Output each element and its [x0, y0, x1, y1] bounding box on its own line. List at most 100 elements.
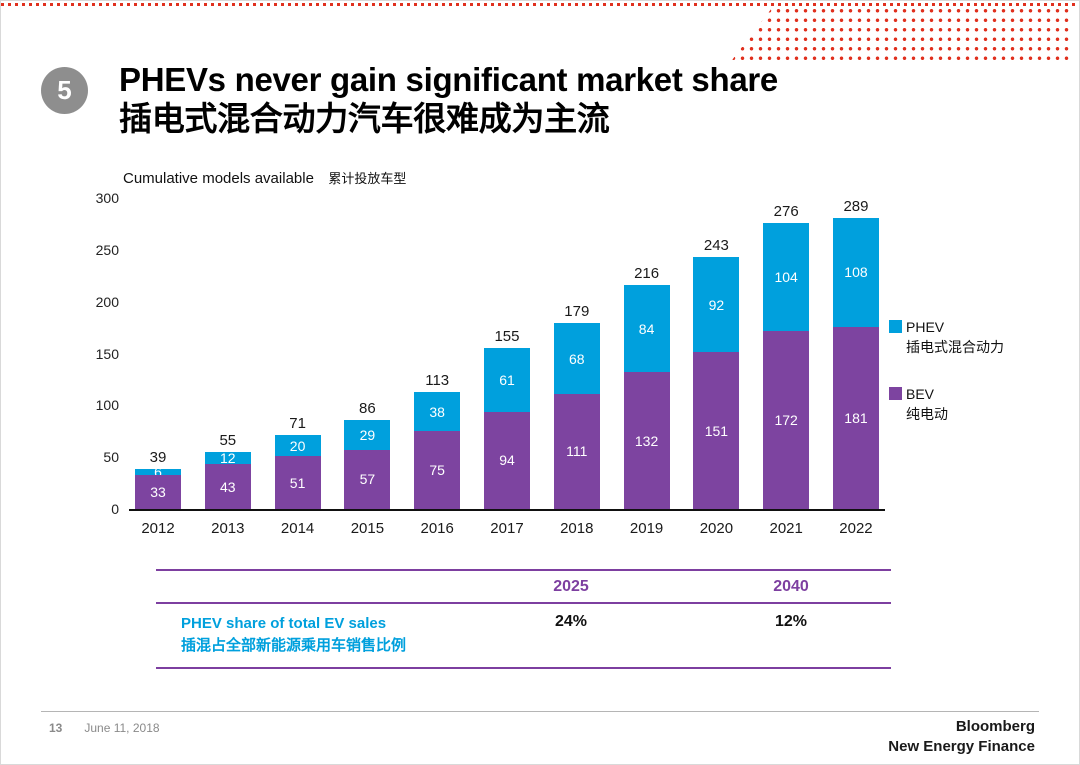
bar-segment-bev: 51 — [274, 456, 321, 509]
bar-segment-bev: 181 — [832, 326, 879, 509]
bar-total-label: 289 — [843, 198, 869, 215]
x-axis-label: 2018 — [560, 520, 594, 537]
table-row: PHEV share of total EV sales 插混占全部新能源乘用车… — [156, 604, 891, 669]
bar-segment-phev: 6 — [135, 464, 181, 479]
bar-segment-bev: 94 — [483, 411, 530, 509]
legend-item-phev: PHEV 插电式混合动力 — [889, 317, 1004, 358]
legend-label: PHEV — [906, 319, 945, 335]
bar-segment-bev: 132 — [623, 372, 670, 509]
legend-label: BEV — [906, 385, 935, 402]
bar-2012: 39 6 33 2012 — [135, 198, 181, 537]
bar-total-label: 113 — [425, 371, 450, 389]
phev-share-table: 2025 2040 PHEV share of total EV sales 插… — [156, 569, 891, 669]
bar-2013: 55 12 43 2013 — [204, 198, 251, 537]
legend-item-bev: BEV 纯电动 — [889, 384, 1004, 425]
x-axis-label: 2022 — [839, 520, 873, 537]
x-axis-label: 2017 — [490, 520, 524, 537]
slide-number-badge: 5 — [41, 67, 88, 114]
y-axis-label: 100 — [95, 397, 119, 414]
legend-swatch-phev — [889, 320, 902, 333]
footer-divider — [41, 711, 1039, 712]
bar-segment-bev: 75 — [414, 431, 461, 509]
x-axis-label: 2013 — [211, 520, 245, 537]
bar-segment-bev: 111 — [553, 393, 600, 509]
bar-total-label: 55 — [219, 432, 237, 449]
page-title-en: PHEVs never gain significant market shar… — [119, 61, 778, 98]
page-title: PHEVs never gain significant market shar… — [119, 61, 778, 139]
bar-segment-phev: 29 — [344, 419, 391, 450]
x-axis-label: 2021 — [769, 520, 803, 537]
bar-total-label: 71 — [289, 415, 306, 433]
y-axis-label: 50 — [103, 449, 119, 466]
table-row-label: PHEV share of total EV sales 插混占全部新能源乘用车… — [156, 613, 451, 657]
bar-2021: 276 104 172 2021 — [763, 198, 810, 537]
x-axis-label: 2016 — [420, 520, 454, 537]
bar-total-label: 39 — [149, 448, 167, 466]
bar-2019: 216 84 132 2019 — [623, 198, 670, 537]
bar-segment-bev: 172 — [763, 330, 810, 509]
bar-2016: 113 38 75 2016 — [414, 198, 461, 537]
table-value-2025: 24% — [554, 613, 588, 630]
y-axis-label: 0 — [111, 501, 119, 517]
bar-total-label: 243 — [703, 237, 729, 255]
bar-total-label: 216 — [634, 265, 660, 283]
x-axis-label: 2014 — [280, 520, 315, 537]
table-header-2025: 2025 — [553, 578, 589, 595]
legend-label-zh: 插电式混合动力 — [906, 339, 1004, 356]
bar-segment-bev: 43 — [204, 464, 251, 509]
bar-segment-phev: 84 — [623, 285, 670, 373]
bar-total-label: 86 — [359, 399, 376, 417]
bar-segment-bev: 151 — [693, 352, 740, 509]
page-title-zh: 插电式混合动力汽车很难成为主流 — [119, 99, 610, 137]
brand-logo: Bloomberg New Energy Finance — [888, 717, 1035, 756]
x-axis-label: 2019 — [629, 520, 664, 537]
x-axis-label: 2015 — [350, 520, 385, 537]
red-dot-pattern — [729, 6, 1071, 64]
bar-segment-phev: 61 — [483, 348, 530, 412]
bar-segment-phev: 104 — [763, 222, 810, 331]
table-row-label-zh: 插混占全部新能源乘用车销售比例 — [181, 636, 407, 654]
table-header-spacer — [156, 578, 451, 596]
bar-segment-bev: 33 — [135, 474, 181, 509]
bar-2017: 155 61 94 2017 — [483, 198, 530, 537]
y-axis: 300 250 200 150 100 50 0 — [61, 190, 119, 517]
bar-segment-phev: 108 — [832, 218, 879, 327]
x-axis-label: 2020 — [699, 520, 734, 537]
bar-total-label: 179 — [564, 303, 590, 321]
footer-left: 13 June 11, 2018 — [49, 721, 160, 735]
bar-2018: 179 68 111 2018 — [553, 198, 600, 537]
legend-swatch-bev — [889, 386, 902, 400]
page-number: 13 — [49, 721, 63, 735]
legend-label-zh: 纯电动 — [906, 405, 948, 422]
y-axis-label: 250 — [95, 241, 119, 258]
bar-2022: 289 108 181 2022 — [832, 198, 879, 537]
y-axis-label: 150 — [95, 345, 119, 362]
bar-segment-bev: 57 — [344, 449, 391, 509]
table-header-2040: 2040 — [773, 578, 809, 595]
footer-date: June 11, 2018 — [84, 721, 160, 735]
chart-title-en: Cumulative models available — [123, 170, 314, 187]
y-axis-label: 200 — [95, 293, 119, 310]
brand-line2: New Energy Finance — [888, 737, 1035, 755]
x-axis-label: 2012 — [141, 520, 175, 537]
table-header-row: 2025 2040 — [156, 571, 891, 604]
table-value-2040: 12% — [774, 613, 808, 630]
bar-2014: 71 20 51 2014 — [274, 198, 321, 537]
bar-total-label: 155 — [494, 328, 520, 346]
y-axis-label: 300 — [95, 190, 119, 206]
bar-2015: 86 29 57 2015 — [344, 198, 391, 537]
bar-segment-phev: 68 — [553, 323, 600, 394]
bar-segment-phev: 12 — [204, 451, 251, 465]
table-row-label-en: PHEV share of total EV sales — [181, 615, 387, 632]
chart-title: Cumulative models available 累计投放车型 — [123, 168, 406, 188]
chart-plot: 39 6 33 2012 55 12 43 2013 71 20 51 2014 86 29 57 2015 1… — [129, 198, 885, 537]
brand-line1: Bloomberg — [955, 718, 1035, 735]
red-dashed-border — [1, 3, 1079, 6]
bar-segment-phev: 92 — [693, 257, 740, 353]
bar-total-label: 276 — [773, 202, 799, 220]
chart-title-zh: 累计投放车型 — [328, 171, 407, 186]
bar-segment-phev: 20 — [274, 435, 321, 457]
bar-2020: 243 92 151 2020 — [693, 198, 740, 537]
chart-legend: PHEV 插电式混合动力 BEV 纯电动 — [889, 317, 1004, 450]
